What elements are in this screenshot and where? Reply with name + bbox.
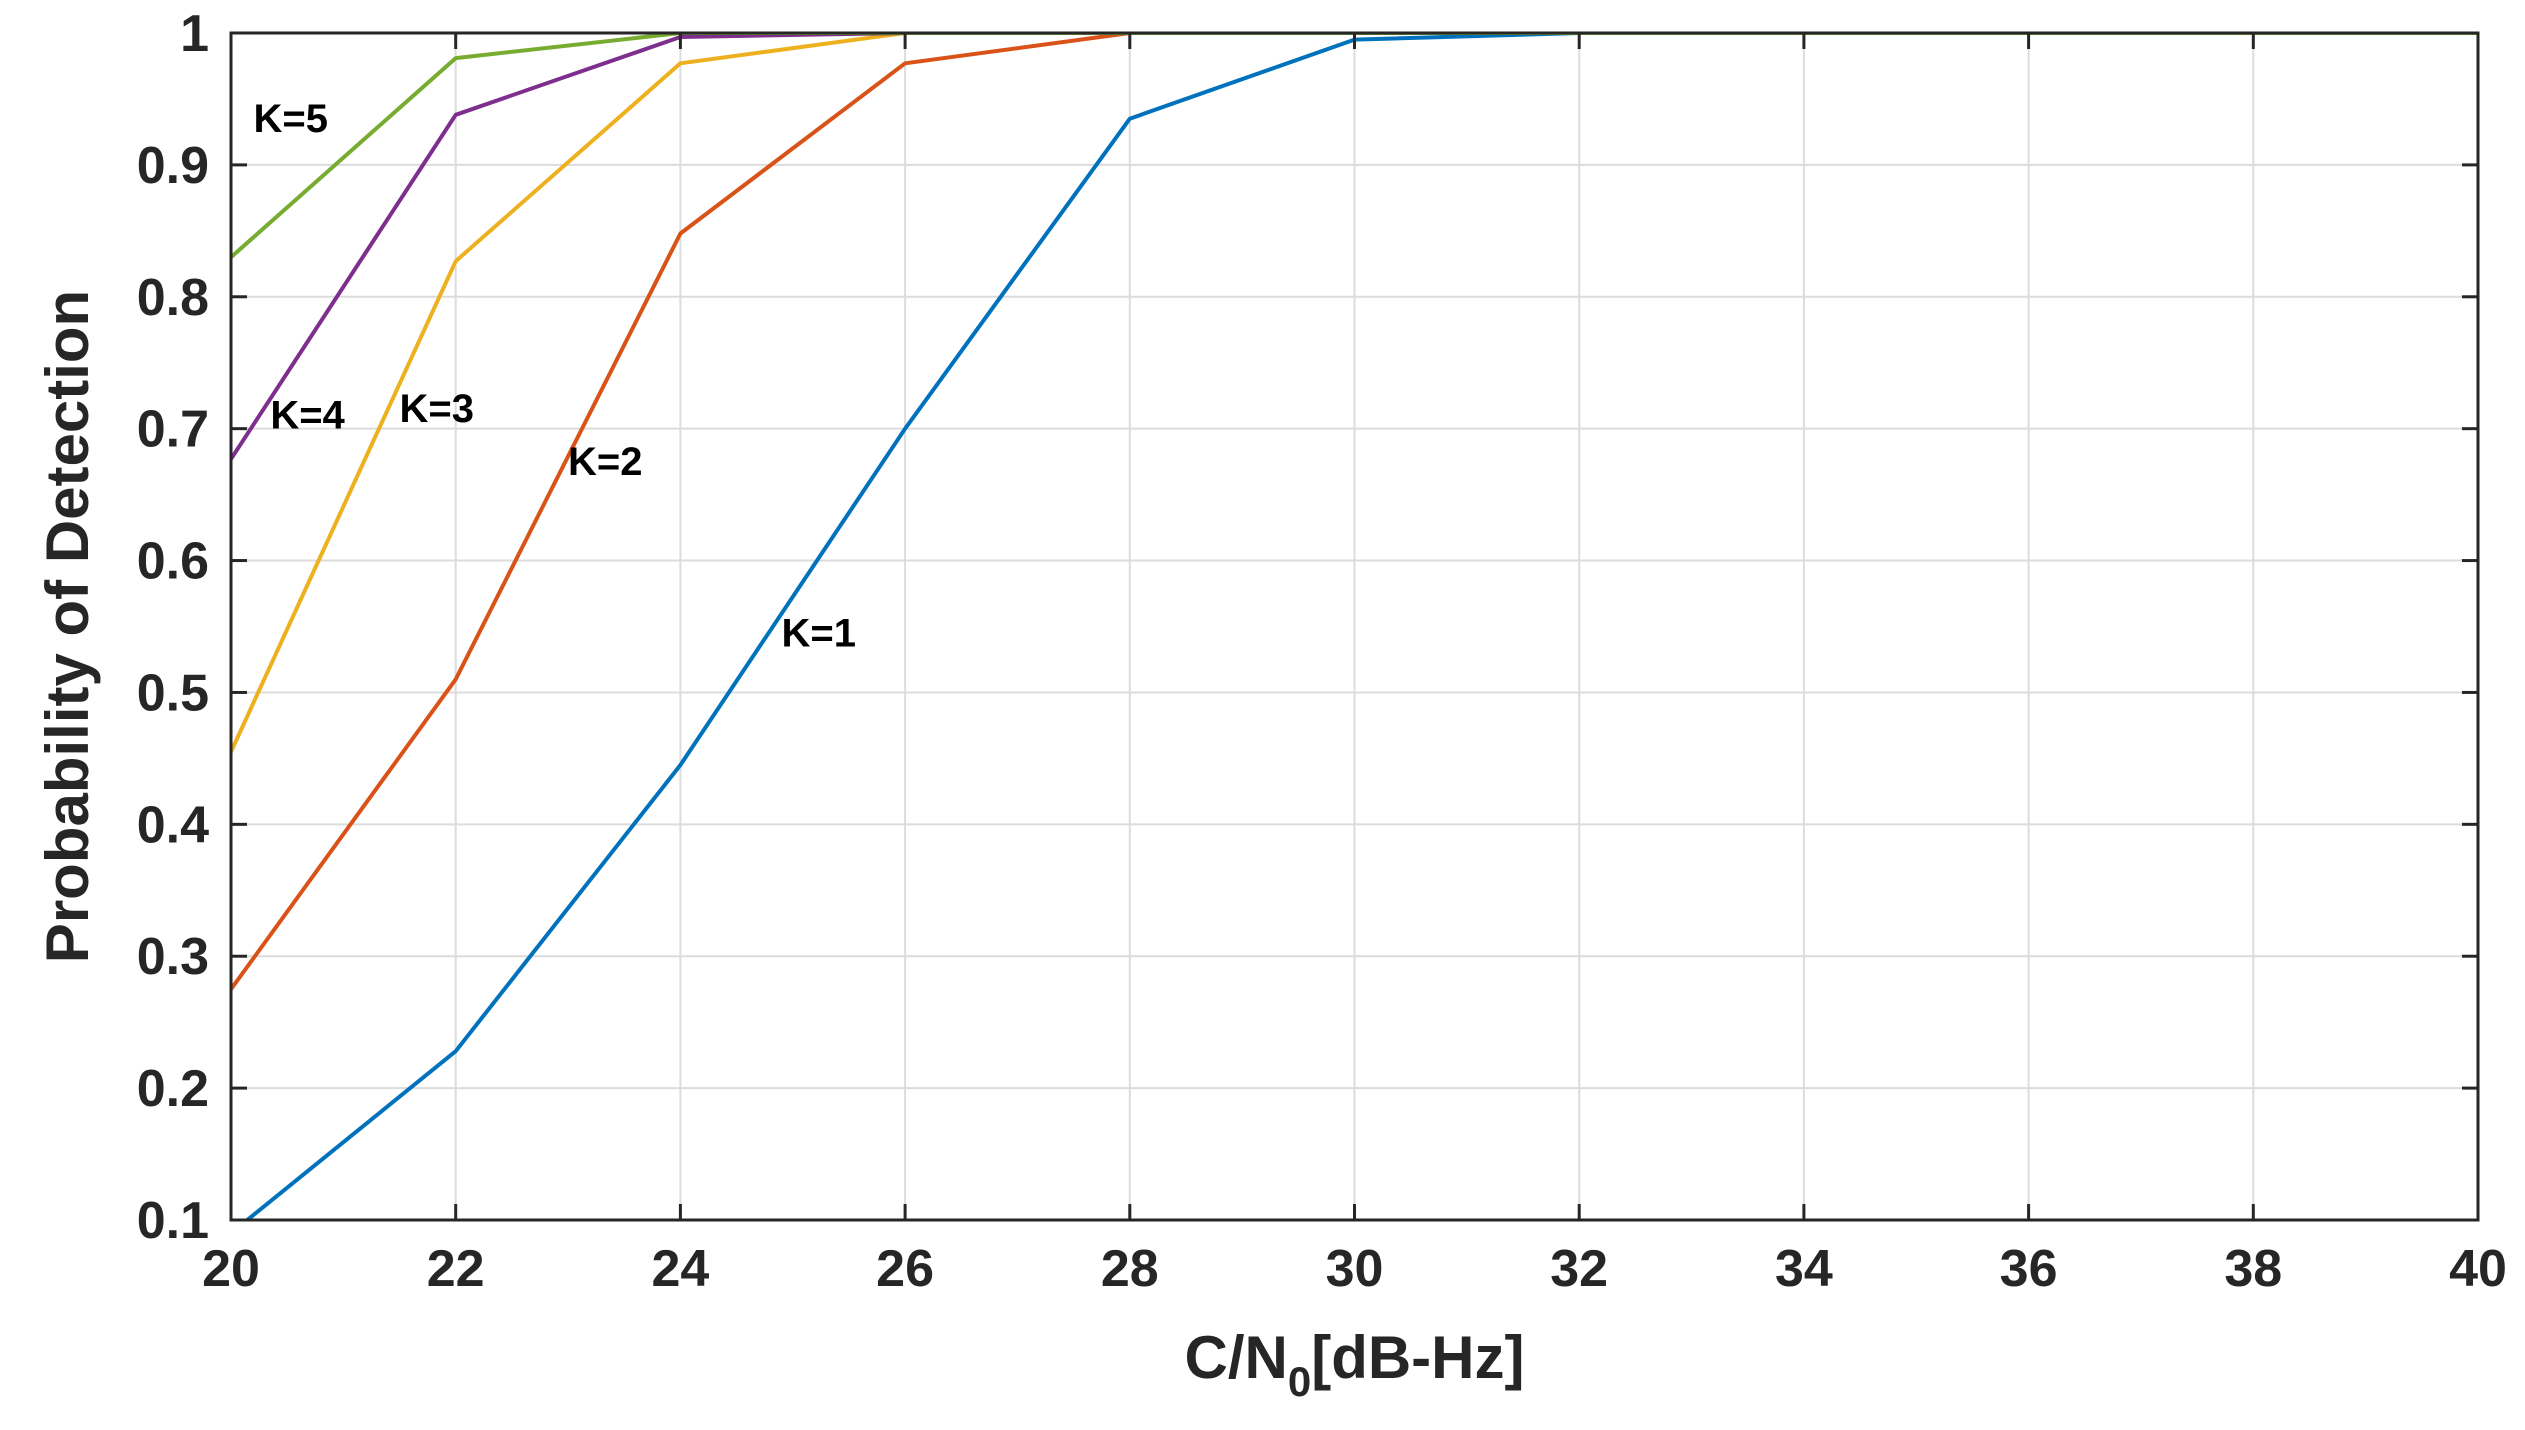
x-tick-label: 34 xyxy=(1775,1240,1833,1298)
x-axis-label-main: C/N xyxy=(1185,1324,1288,1391)
x-tick-label: 30 xyxy=(1326,1240,1384,1298)
y-tick-label: 0.6 xyxy=(137,533,209,591)
series-label-k2: K=2 xyxy=(568,440,643,484)
y-tick-label: 1 xyxy=(180,5,209,63)
y-tick-label: 0.3 xyxy=(137,928,209,986)
x-tick-label: 32 xyxy=(1550,1240,1608,1298)
series-label-k4: K=4 xyxy=(270,394,345,438)
x-tick-label: 26 xyxy=(876,1240,934,1298)
y-axis-label: Probability of Detection xyxy=(34,290,101,963)
x-axis-label-subscript: 0 xyxy=(1288,1358,1311,1405)
y-tick-label: 0.4 xyxy=(137,796,209,854)
grid xyxy=(231,33,2478,1220)
y-tick-label: 0.1 xyxy=(137,1192,209,1250)
x-tick-label: 22 xyxy=(427,1240,485,1298)
series-labels: K=1 K=2 K=3 K=4 K=5 xyxy=(253,97,856,655)
series-line-k4 xyxy=(231,33,2478,461)
x-tick-label: 38 xyxy=(2224,1240,2282,1298)
series-label-k1: K=1 xyxy=(782,611,857,655)
y-tick-label: 0.9 xyxy=(137,137,209,195)
series-label-k5: K=5 xyxy=(253,97,328,141)
x-tick-label: 36 xyxy=(2000,1240,2058,1298)
x-axis-label: C/N0[dB-Hz] xyxy=(1185,1324,1525,1405)
y-tick-label: 0.7 xyxy=(137,401,209,459)
x-tick-label: 28 xyxy=(1101,1240,1159,1298)
series-label-k3: K=3 xyxy=(400,387,475,431)
series-line-k2 xyxy=(231,33,2478,992)
series-line-k3 xyxy=(231,33,2478,754)
y-tick-label: 0.2 xyxy=(137,1060,209,1118)
x-tick-label: 40 xyxy=(2449,1240,2507,1298)
y-tick-label: 0.8 xyxy=(137,269,209,327)
axes: 20 22 24 26 28 30 32 34 36 38 40 0.1 0.2 0.3 0.4 0.5 0.6… xyxy=(137,5,2507,1298)
x-tick-label: 24 xyxy=(651,1240,709,1298)
x-tick-label: 20 xyxy=(202,1240,260,1298)
y-tick-label: 0.5 xyxy=(137,664,209,722)
series-line-k5 xyxy=(231,33,2478,260)
x-axis-label-unit: [dB-Hz] xyxy=(1311,1324,1524,1391)
